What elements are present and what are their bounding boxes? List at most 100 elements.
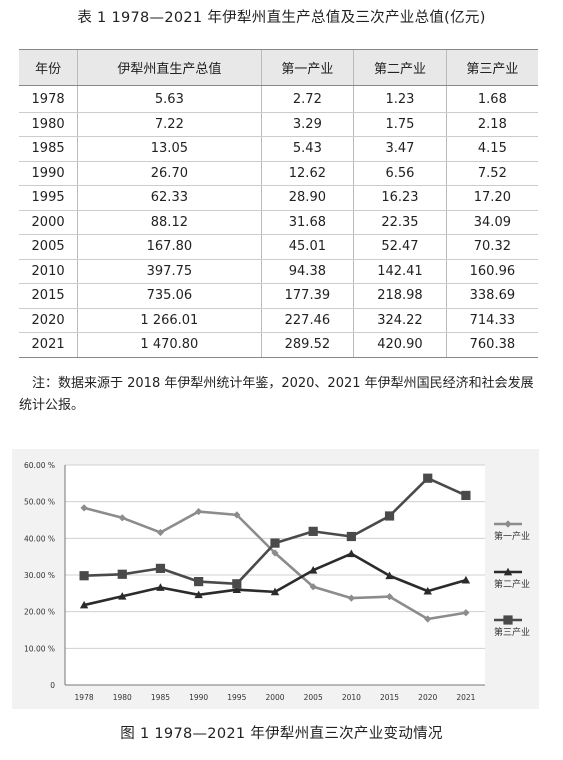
year-cell: 2021 [19, 332, 78, 358]
value-cell: 177.39 [260, 283, 354, 309]
x-tick-label: 1978 [75, 693, 94, 702]
year-cell: 1978 [19, 85, 78, 113]
data-point [194, 590, 203, 599]
table-header-row: 年份 伊犁州直生产总值 第一产业 第二产业 第三产业 [19, 49, 538, 86]
data-point [309, 583, 317, 591]
value-cell: 1.68 [445, 85, 538, 113]
data-point [79, 571, 89, 581]
x-tick-label: 1985 [151, 693, 170, 702]
column-header: 第二产业 [353, 49, 447, 86]
y-tick-label: 20.00 % [24, 608, 55, 617]
year-cell: 1980 [19, 112, 78, 137]
value-cell: 16.23 [353, 185, 447, 211]
value-cell: 7.52 [445, 161, 538, 186]
table-row: 2015 735.06 177.39 218.98 338.69 [19, 283, 538, 309]
table-row: 2005 167.80 45.01 52.47 70.32 [19, 234, 538, 260]
value-cell: 5.63 [77, 85, 262, 113]
x-tick-label: 1980 [113, 693, 132, 702]
legend-label: 第一产业 [494, 530, 530, 542]
data-point [346, 531, 356, 542]
data-point [308, 566, 318, 574]
legend-marker [504, 520, 512, 528]
year-cell: 2005 [19, 234, 78, 260]
data-point [118, 592, 127, 600]
x-tick-label: 1995 [227, 693, 246, 702]
year-cell: 2015 [19, 283, 78, 309]
column-header: 年份 [19, 49, 78, 86]
data-point [271, 549, 279, 557]
value-cell: 142.41 [353, 259, 447, 284]
y-tick-label: 60.00 % [24, 461, 55, 470]
value-cell: 6.56 [353, 161, 447, 186]
legend-label: 第三产业 [494, 626, 530, 638]
legend-marker [503, 567, 513, 576]
value-cell: 4.15 [445, 136, 538, 162]
data-point [270, 587, 280, 596]
data-point [461, 575, 471, 584]
table-row: 2020 1 266.01 227.46 324.22 714.33 [19, 308, 538, 333]
column-header: 第一产业 [260, 49, 354, 86]
table-title: 表 1 1978—2021 年伊犁州直生产总值及三次产业总值(亿元) [77, 10, 486, 26]
data-point [423, 586, 432, 595]
data-table: 年份 伊犁州直生产总值 第一产业 第二产业 第三产业 1978 5.63 2.72 1.23 1… [19, 49, 538, 358]
value-cell: 760.38 [445, 332, 538, 358]
column-header: 第三产业 [445, 49, 538, 86]
value-cell: 1 266.01 [77, 308, 262, 333]
table-row: 1995 62.33 28.90 16.23 17.20 [19, 185, 538, 211]
value-cell: 3.29 [260, 112, 354, 137]
year-cell: 2010 [19, 259, 78, 284]
x-tick-label: 1990 [189, 693, 208, 702]
data-point [156, 583, 165, 591]
value-cell: 1.23 [353, 85, 447, 113]
value-cell: 7.22 [77, 112, 262, 137]
value-cell: 5.43 [260, 136, 354, 162]
table-row: 1980 7.22 3.29 1.75 2.18 [19, 112, 538, 137]
data-point [424, 615, 432, 623]
value-cell: 26.70 [77, 161, 262, 186]
value-cell: 1 470.80 [77, 332, 262, 358]
value-cell: 714.33 [445, 308, 538, 333]
table-body: 1978 5.63 2.72 1.23 1.68 1980 7.22 3.29 1.75 2.18… [19, 85, 538, 358]
table-row: 1978 5.63 2.72 1.23 1.68 [19, 85, 538, 113]
x-tick-label: 2005 [304, 693, 323, 702]
value-cell: 28.90 [260, 185, 354, 211]
data-point [461, 490, 471, 501]
table-row: 2021 1 470.80 289.52 420.90 760.38 [19, 332, 538, 358]
y-tick-label: 30.00 % [24, 571, 55, 580]
line-chart: 0 10.00 % 20.00 % 30.00 % 40.00 % 50.00 % 60.0… [12, 449, 539, 709]
value-cell: 17.20 [445, 185, 538, 211]
table-note: 注：数据来源于 2018 年伊犁州统计年鉴，2020、2021 年伊犁州国民经济… [19, 376, 534, 413]
column-header: 伊犁州直生产总值 [77, 49, 262, 86]
y-tick-label: 0 [50, 681, 55, 690]
value-cell: 88.12 [77, 210, 262, 235]
value-cell: 324.22 [353, 308, 447, 333]
value-cell: 2.72 [260, 85, 354, 113]
value-cell: 52.47 [353, 234, 447, 260]
year-cell: 1995 [19, 185, 78, 211]
data-point [423, 473, 433, 483]
value-cell: 167.80 [77, 234, 262, 260]
value-cell: 45.01 [260, 234, 354, 260]
data-point [118, 514, 126, 522]
data-point [194, 577, 204, 587]
value-cell: 62.33 [77, 185, 262, 211]
table-row: 1985 13.05 5.43 3.47 4.15 [19, 136, 538, 162]
y-tick-label: 40.00 % [24, 534, 55, 543]
x-tick-label: 2015 [380, 693, 399, 702]
data-point [347, 549, 356, 558]
data-point [156, 528, 165, 537]
year-cell: 2020 [19, 308, 78, 333]
year-cell: 2000 [19, 210, 78, 235]
value-cell: 34.09 [445, 210, 538, 235]
x-tick-label: 2010 [342, 693, 361, 702]
table-row: 2010 397.75 94.38 142.41 160.96 [19, 259, 538, 284]
value-cell: 289.52 [260, 332, 354, 358]
value-cell: 3.47 [353, 136, 447, 162]
legend-label: 第二产业 [494, 578, 530, 590]
table-row: 2000 88.12 31.68 22.35 34.09 [19, 210, 538, 235]
figure-caption: 图 1 1978—2021 年伊犁州直三次产业变动情况 [120, 726, 443, 742]
data-point [232, 579, 242, 589]
y-tick-label: 50.00 % [24, 498, 55, 507]
y-tick-label: 10.00 % [24, 644, 55, 653]
data-point [117, 569, 127, 579]
